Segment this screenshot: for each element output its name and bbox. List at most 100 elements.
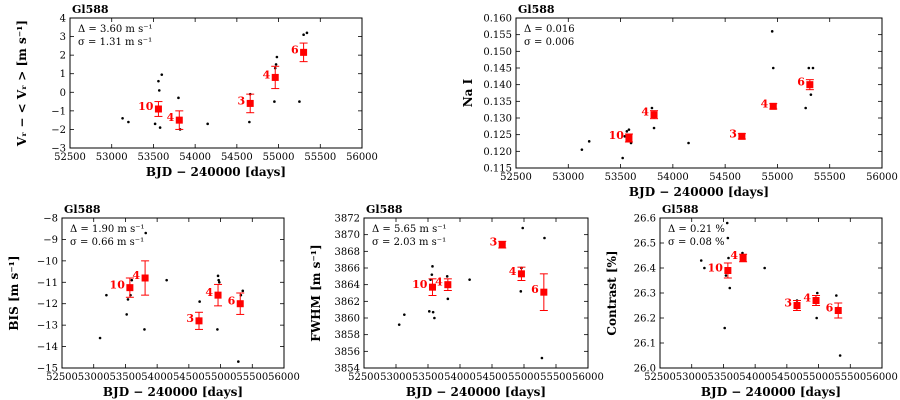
- y-tick-label: 0.125: [483, 130, 512, 141]
- stat-annotation: σ = 0.66 m s⁻¹: [70, 237, 144, 248]
- y-tick-label: 3856: [335, 347, 360, 358]
- x-tick-label: 53500: [708, 372, 740, 383]
- y-tick-label: 26.0: [634, 364, 656, 375]
- bin-count-label: 4: [263, 68, 271, 81]
- plot-frame: [363, 217, 589, 369]
- raw-data-point: [121, 116, 124, 120]
- x-tick-label: 53000: [676, 372, 708, 383]
- y-tick-label: −1: [51, 106, 66, 117]
- x-tick-label: 52500: [46, 372, 78, 383]
- x-axis-label: BJD − 240000 [days]: [701, 385, 841, 399]
- x-tick-label: 56000: [866, 372, 898, 383]
- chart-vr: 52500 53000 53500 54000 54500 55000 55500 56000…: [15, 3, 378, 179]
- y-tick-label: −13: [37, 321, 58, 332]
- stat-annotation: σ = 2.03 m s⁻¹: [372, 237, 446, 248]
- bin-count-label: 4: [167, 111, 175, 124]
- x-tick-label: 56000: [268, 372, 300, 383]
- raw-data-point: [519, 290, 523, 293]
- x-tick-label: 55000: [508, 372, 540, 383]
- x-tick-label: 56000: [572, 372, 604, 383]
- raw-data-point: [625, 130, 629, 133]
- x-tick-label: 54500: [709, 172, 741, 183]
- binned-point: [834, 307, 842, 314]
- binned-point: [141, 274, 149, 282]
- raw-data-point: [835, 294, 838, 297]
- raw-data-point: [699, 259, 703, 262]
- y-tick-label: 26.5: [634, 239, 656, 250]
- x-tick-label: 52500: [348, 372, 380, 383]
- x-tick-label: 53500: [138, 152, 170, 163]
- y-tick-label: 0.155: [483, 30, 512, 41]
- raw-data-point: [397, 323, 401, 326]
- binned-point: [812, 297, 820, 304]
- y-tick-label: 26.4: [634, 264, 656, 275]
- bin-count-label: 10: [412, 278, 428, 291]
- raw-data-point: [427, 310, 431, 313]
- raw-data-point: [809, 93, 813, 96]
- bin-count-label: 3: [186, 312, 194, 325]
- x-tick-label: 54500: [221, 152, 253, 163]
- y-tick-label: 2: [60, 51, 66, 62]
- bin-count-label: 4: [730, 249, 738, 262]
- y-tick-label: 3870: [335, 230, 360, 241]
- raw-data-point: [804, 106, 807, 110]
- x-tick-label: 55000: [263, 152, 295, 163]
- raw-data-point: [275, 55, 279, 59]
- chart-bis: 52500 53000 53500 54000 54500 55000 55500 56000…: [7, 203, 300, 399]
- chart-contrast: 52500 53000 53500 54000 54500 55000 55500 56000…: [605, 203, 898, 399]
- raw-data-point: [580, 148, 584, 151]
- bin-count-label: 4: [803, 292, 811, 305]
- bin-count-label: 3: [490, 236, 498, 249]
- x-tick-label: 52500: [500, 172, 532, 183]
- y-tick-label: −9: [43, 235, 58, 246]
- raw-data-point: [468, 278, 471, 281]
- raw-data-point: [728, 286, 732, 290]
- raw-data-point: [305, 31, 309, 35]
- raw-data-point: [216, 274, 220, 278]
- raw-data-point: [770, 30, 774, 33]
- raw-data-point: [302, 33, 305, 37]
- raw-data-point: [703, 266, 706, 270]
- bin-count-label: 4: [205, 286, 213, 299]
- y-tick-label: 1: [60, 69, 66, 80]
- x-tick-label: 54000: [141, 372, 173, 383]
- raw-data-point: [218, 280, 221, 284]
- binned-point: [300, 48, 308, 56]
- y-axis-label: Na I: [461, 78, 475, 107]
- raw-data-point: [627, 128, 631, 131]
- binned-point: [738, 132, 746, 140]
- raw-data-point: [105, 293, 108, 297]
- y-tick-label: 26.3: [634, 289, 656, 300]
- stat-annotation: Δ = 0.016: [524, 24, 575, 35]
- raw-data-point: [98, 336, 102, 340]
- y-tick-label: −3: [51, 144, 66, 155]
- y-tick-label: 3864: [335, 280, 360, 291]
- y-tick-label: 3858: [335, 330, 360, 341]
- x-tick-label: 55500: [834, 372, 866, 383]
- y-tick-label: −11: [37, 278, 58, 289]
- plot-frame: [69, 17, 363, 149]
- binned-point: [739, 254, 747, 262]
- raw-data-point: [815, 316, 818, 320]
- raw-data-point: [157, 79, 160, 83]
- y-tick-label: 0.120: [483, 147, 512, 158]
- raw-data-point: [540, 356, 544, 360]
- raw-data-point: [206, 122, 209, 126]
- x-axis-label: BJD − 240000 [days]: [146, 165, 286, 179]
- chart-title: Gl588: [366, 203, 403, 216]
- y-tick-label: 0.135: [483, 97, 512, 108]
- bin-count-label: 4: [132, 269, 140, 282]
- y-axis-label: Contrast [%]: [605, 250, 619, 335]
- raw-data-point: [433, 316, 436, 320]
- binned-point: [195, 317, 203, 325]
- x-tick-label: 55500: [540, 372, 572, 383]
- x-tick-label: 55000: [803, 372, 835, 383]
- y-tick-label: −12: [37, 299, 58, 310]
- y-tick-label: −14: [37, 342, 58, 353]
- raw-data-point: [652, 126, 656, 130]
- raw-data-point: [125, 313, 128, 316]
- stat-annotation: σ = 0.006: [524, 37, 574, 48]
- x-tick-label: 53000: [78, 372, 110, 383]
- y-tick-label: 0.145: [483, 64, 512, 75]
